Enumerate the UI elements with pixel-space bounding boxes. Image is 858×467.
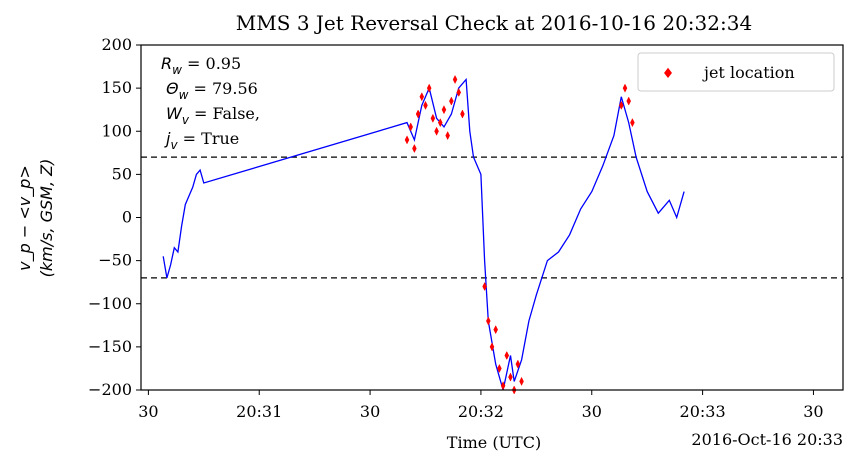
jet-marker: [519, 376, 524, 386]
jet-marker: [515, 359, 521, 369]
annotation-line: Wv = False,: [166, 104, 260, 127]
y-tick-label: 150: [101, 78, 132, 97]
jet-marker: [497, 363, 502, 373]
jet-marker: [434, 126, 439, 136]
y-tick-label: 200: [101, 35, 132, 54]
series-lines: [162, 77, 685, 391]
jet-marker: [508, 372, 513, 382]
y-tick-label: −200: [88, 380, 132, 399]
jet-marker: [408, 122, 413, 132]
plot-area: [141, 45, 843, 390]
x-axis-label: Time (UTC): [447, 433, 541, 452]
annotation-line: Rw = 0.95: [161, 54, 241, 77]
jet-marker: [430, 113, 436, 123]
jet-marker: [456, 87, 462, 97]
jet-marker: [449, 96, 454, 106]
jet-marker: [622, 83, 628, 93]
x-tick-label: 30: [582, 402, 602, 421]
jet-marker: [445, 131, 450, 141]
jet-marker: [441, 105, 447, 115]
jet-markers: [404, 74, 635, 395]
y-tick-label: −50: [98, 251, 132, 270]
jet-marker: [419, 92, 425, 102]
jet-marker: [493, 325, 498, 335]
jet-marker: [626, 96, 631, 106]
y-tick-label: −100: [88, 294, 132, 313]
y-axis: 200 150 100 50 0 −50 −100 −150 −200: [88, 35, 141, 399]
y-axis-label-line2: (km/s, GSM, Z): [37, 159, 56, 278]
jet-marker: [426, 83, 432, 93]
jet-marker: [452, 74, 458, 85]
y-tick-label: 0: [122, 208, 132, 227]
annotation-line: jv = True: [164, 129, 239, 152]
jet-marker: [412, 143, 417, 154]
x-tick-label: 20:33: [680, 402, 726, 421]
legend-label: jet location: [702, 63, 795, 82]
y-tick-label: 100: [101, 121, 132, 140]
x-axis: 30 20:31 30 20:32 30 20:33 30: [138, 390, 824, 421]
x-tick-label: 30: [138, 402, 158, 421]
y-tick-label: −150: [88, 337, 132, 356]
jet-marker: [489, 342, 495, 352]
jet-marker: [630, 118, 635, 128]
x-tick-label: 20:32: [458, 402, 504, 421]
jet-marker: [437, 118, 443, 128]
legend-marker-icon: ♦: [662, 66, 675, 82]
jet-marker: [504, 350, 510, 361]
y-tick-label: 50: [112, 164, 132, 183]
jet-marker: [482, 281, 487, 292]
x-tick-label: 30: [803, 402, 823, 421]
jet-marker: [423, 100, 428, 110]
jet-marker: [404, 135, 410, 145]
x-offset-label: 2016-Oct-16 20:33: [691, 430, 843, 449]
annotation-line: Θw = 79.56: [166, 79, 258, 102]
jet-marker: [415, 109, 421, 119]
x-tick-label: 30: [360, 402, 380, 421]
legend: ♦ jet location: [637, 52, 835, 92]
x-tick-label: 20:31: [236, 402, 282, 421]
velocity-series-line: [162, 77, 685, 391]
y-axis-label: v_p − <v_p> (km/s, GSM, Z): [15, 159, 56, 278]
jet-marker: [460, 109, 465, 119]
jet-marker: [619, 100, 624, 110]
y-axis-label-line1: v_p − <v_p>: [15, 165, 35, 271]
threshold-lines: [141, 156, 843, 279]
jet-marker: [486, 316, 491, 326]
chart-title: MMS 3 Jet Reversal Check at 2016-10-16 2…: [236, 11, 752, 35]
legend-box: [637, 52, 835, 92]
